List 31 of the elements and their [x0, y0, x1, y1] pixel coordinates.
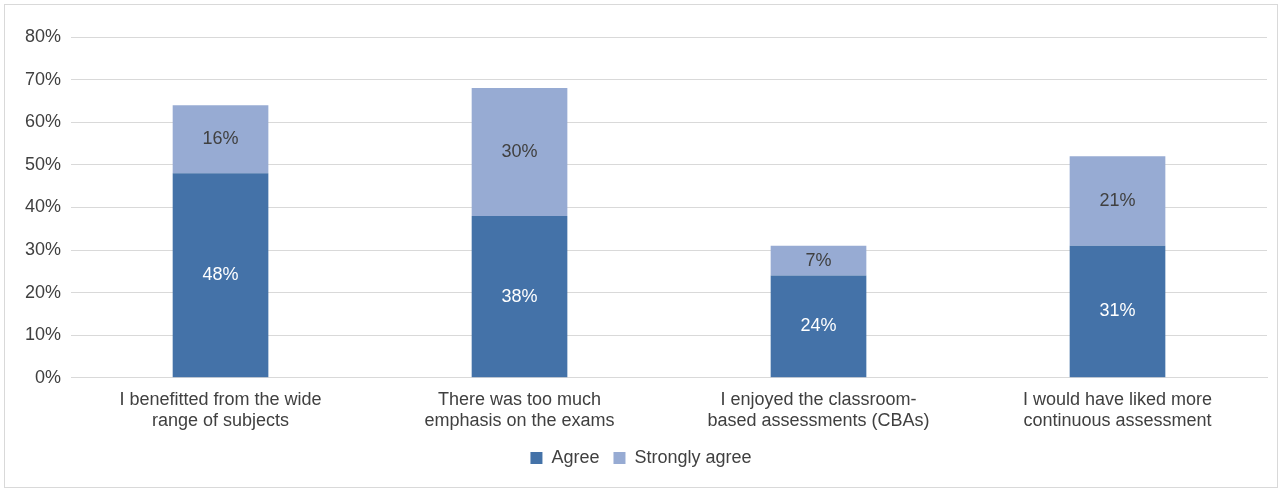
- y-tick-label: 60%: [25, 111, 62, 132]
- data-label: 48%: [202, 264, 239, 285]
- data-label: 16%: [202, 128, 239, 149]
- bar: [172, 173, 269, 378]
- data-label: 38%: [501, 285, 538, 306]
- bar: [172, 105, 269, 174]
- y-tick-label: 40%: [25, 196, 62, 217]
- x-tick-label: I enjoyed the classroom-based assessments (CBAs): [707, 388, 930, 431]
- y-tick-label: 80%: [25, 25, 62, 46]
- bar: [1069, 245, 1166, 378]
- y-tick-label: 20%: [25, 281, 62, 302]
- data-label: 30%: [501, 140, 538, 161]
- y-tick-label: 10%: [25, 324, 62, 345]
- x-tick-label: There was too much emphasis on the exams: [424, 388, 615, 431]
- data-label: 7%: [805, 249, 832, 270]
- y-tick-label: 30%: [25, 238, 62, 259]
- legend-label: Strongly agree: [634, 446, 752, 467]
- x-tick-label: I would have liked more continuous assessment: [1022, 388, 1213, 431]
- bar: [770, 245, 867, 276]
- legend-label: Agree: [551, 446, 600, 467]
- x-tick-label: I benefitted from the wide range of subjects: [119, 388, 322, 431]
- bar: [1069, 156, 1166, 246]
- bar: [770, 275, 867, 378]
- y-tick-label: 50%: [25, 153, 62, 174]
- data-label: 31%: [1099, 300, 1136, 321]
- data-label: 24%: [800, 315, 837, 336]
- bar: [471, 88, 568, 216]
- data-label: 21%: [1099, 189, 1136, 210]
- bar: [471, 215, 568, 378]
- y-tick-label: 70%: [25, 68, 62, 89]
- y-tick-label: 0%: [35, 366, 62, 387]
